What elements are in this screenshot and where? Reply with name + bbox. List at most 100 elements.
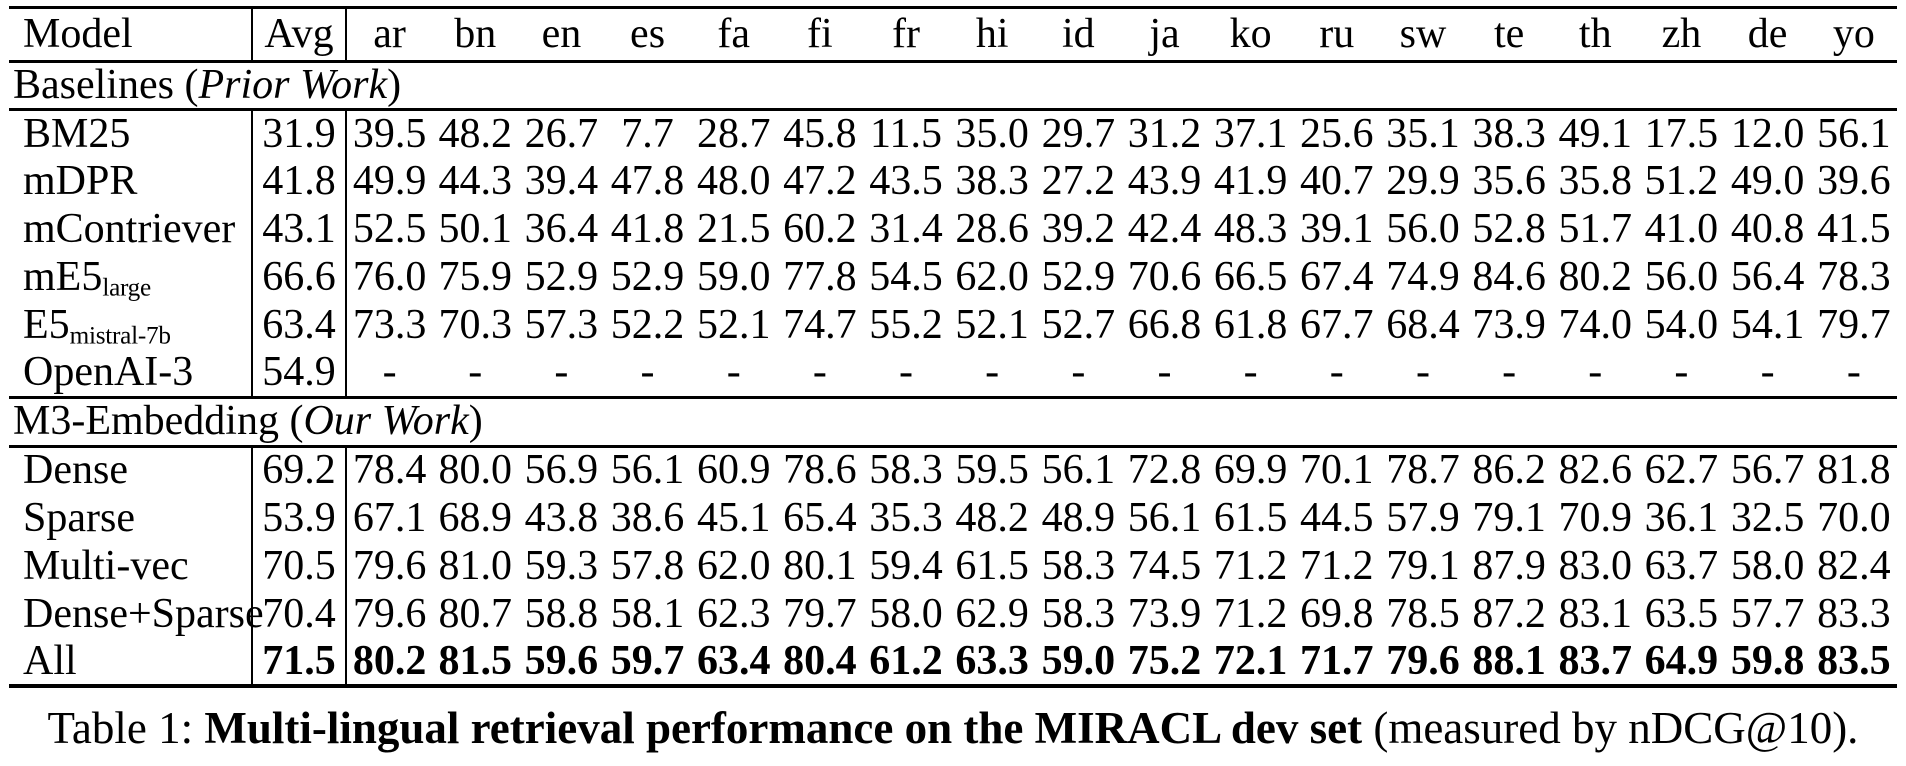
col-header-ar: ar	[346, 7, 433, 63]
cell-avg: 54.9	[251, 350, 347, 398]
cell-en: 56.9	[524, 447, 599, 494]
cell-te: 73.9	[1472, 302, 1546, 349]
cell-hi: 35.0	[955, 110, 1029, 157]
col-header-bn: bn	[432, 7, 519, 63]
cell-bn: -	[468, 349, 483, 396]
cell-fa: 60.9	[696, 447, 771, 494]
cell-ja: 66.8	[1127, 302, 1202, 349]
cell-te: 38.3	[1472, 110, 1546, 157]
model-name-subscript: large	[102, 274, 151, 302]
cell-ru: 25.6	[1300, 110, 1374, 157]
cell-avg: 71.5	[251, 638, 347, 687]
cell-fr: 59.4	[869, 542, 943, 589]
cell-zh: 54.0	[1644, 302, 1719, 349]
cell-fr: 58.0	[869, 590, 943, 637]
col-header-de: de	[1724, 7, 1811, 63]
cell-ar: 39.5	[352, 110, 427, 157]
cell-bn: 44.3	[438, 158, 512, 205]
model-name: mDPR	[23, 158, 138, 205]
header-row: Model Avg ar bn en es fa fi fr hi id ja ko ru sw te th zh…	[9, 7, 1897, 63]
cell-te: 84.6	[1472, 254, 1546, 301]
cell-sw: 79.6	[1386, 637, 1460, 684]
table-row-all: All 71.5 80.2 81.5 59.6 59.7 63.4 80.4 61.2 63.3 5…	[9, 637, 1897, 687]
cell-ar: -	[382, 349, 397, 396]
cell-avg: 63.4	[251, 301, 347, 350]
cell-hi: 62.9	[955, 590, 1029, 637]
cell-ru: 70.1	[1300, 447, 1374, 494]
cell-es: 52.2	[610, 302, 685, 349]
cell-sw: 29.9	[1386, 158, 1460, 205]
cell-fi: 79.7	[783, 590, 857, 637]
caption-title: Multi-lingual retrieval performance on t…	[204, 703, 1363, 754]
cell-te: 52.8	[1472, 206, 1546, 253]
table-row-me5-large: mE5large 66.6 76.0 75.9 52.9 52.9 59.0 77.8 54.5…	[9, 253, 1897, 302]
table-row-e5-mistral-7b: E5mistral-7b 63.4 73.3 70.3 57.3 52.2 52.1 74.7…	[9, 301, 1897, 350]
cell-es: 38.6	[610, 494, 685, 541]
model-name-subscript: mistral-7b	[69, 322, 171, 350]
section-title-prefix: Baselines (	[13, 62, 199, 108]
cell-bn: 81.0	[438, 542, 512, 589]
cell-fa: 62.0	[696, 542, 771, 589]
cell-te: 87.2	[1472, 590, 1546, 637]
cell-id: 27.2	[1041, 158, 1116, 205]
cell-fi: 80.1	[783, 542, 857, 589]
cell-fr: 61.2	[869, 637, 943, 684]
cell-hi: 63.3	[955, 637, 1029, 684]
cell-fi: 78.6	[783, 447, 857, 494]
col-header-id: id	[1035, 7, 1122, 63]
cell-fa: 45.1	[696, 494, 771, 541]
model-name: All	[23, 637, 77, 684]
cell-ja: 74.5	[1127, 542, 1202, 589]
cell-ko: 69.9	[1213, 447, 1288, 494]
cell-yo: 83.5	[1817, 637, 1891, 684]
cell-ar: 67.1	[352, 494, 427, 541]
cell-ko: -	[1243, 349, 1258, 396]
cell-ar: 79.6	[352, 590, 427, 637]
cell-ar: 52.5	[352, 206, 427, 253]
cell-sw: -	[1415, 349, 1430, 396]
cell-hi: -	[985, 349, 1000, 396]
model-name: E5mistral-7b	[23, 302, 171, 350]
col-header-en: en	[518, 7, 605, 63]
cell-id: 58.3	[1041, 590, 1116, 637]
cell-es: 58.1	[610, 590, 685, 637]
model-name: mE5large	[23, 254, 151, 302]
cell-bn: 80.0	[438, 447, 512, 494]
section-title-italic: Our Work	[303, 398, 469, 445]
cell-avg: 70.4	[251, 590, 347, 639]
cell-avg: 41.8	[251, 157, 347, 206]
table-row-openai-3: OpenAI-3 54.9- - - - - - - - - - - - - - - - - -	[9, 350, 1897, 398]
cell-ar: 49.9	[352, 158, 427, 205]
section-title-italic: Prior Work	[198, 62, 388, 108]
cell-id: 56.1	[1041, 447, 1116, 494]
cell-id: 29.7	[1041, 110, 1116, 157]
cell-th: -	[1588, 349, 1603, 396]
cell-th: 74.0	[1558, 302, 1633, 349]
cell-zh: 63.5	[1644, 590, 1719, 637]
cell-id: 58.3	[1041, 542, 1116, 589]
cell-en: 57.3	[524, 302, 599, 349]
cell-avg: 66.6	[251, 253, 347, 302]
model-name: mContriever	[23, 206, 236, 253]
cell-fr: 58.3	[869, 447, 943, 494]
cell-sw: 35.1	[1386, 110, 1460, 157]
cell-ko: 61.5	[1213, 494, 1288, 541]
cell-yo: 39.6	[1817, 158, 1891, 205]
cell-te: 88.1	[1472, 637, 1546, 684]
cell-ja: 42.4	[1127, 206, 1202, 253]
cell-fa: 62.3	[696, 590, 771, 637]
cell-yo: 82.4	[1817, 542, 1891, 589]
cell-ru: 67.4	[1300, 254, 1374, 301]
cell-es: 47.8	[610, 158, 685, 205]
cell-avg: 69.2	[251, 446, 347, 495]
col-header-hi: hi	[949, 7, 1036, 63]
cell-yo: 81.8	[1817, 447, 1891, 494]
cell-avg: 31.9	[251, 109, 347, 158]
cell-zh: 36.1	[1644, 494, 1719, 541]
cell-ar: 78.4	[352, 447, 427, 494]
cell-id: 39.2	[1041, 206, 1116, 253]
cell-ja: 73.9	[1127, 590, 1202, 637]
cell-ru: -	[1329, 349, 1344, 396]
cell-te: 86.2	[1472, 447, 1546, 494]
